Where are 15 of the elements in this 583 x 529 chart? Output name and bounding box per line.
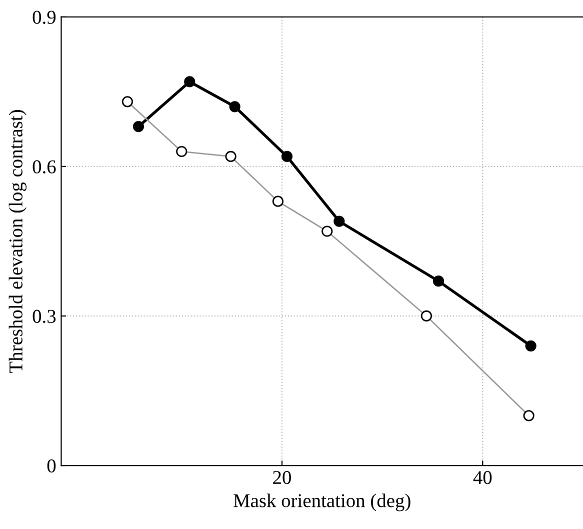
point [525,340,536,352]
y-tick-label: 0 [47,459,56,472]
y-tick-label: 0.3 [32,310,56,324]
x-axis-title: Mask orientation (deg) [234,494,410,512]
x-tick-label: 40 [473,470,492,484]
point [132,121,144,132]
point [334,216,345,227]
point [229,101,240,112]
y-tick-label: 0.6 [32,160,56,174]
point [184,76,196,88]
x-tick-label: 20 [273,470,291,484]
point [432,276,444,287]
y-axis-title: Threshold elevation (log contrast) [8,110,26,373]
y-tick-label: 0.9 [32,10,56,24]
point [281,150,293,162]
